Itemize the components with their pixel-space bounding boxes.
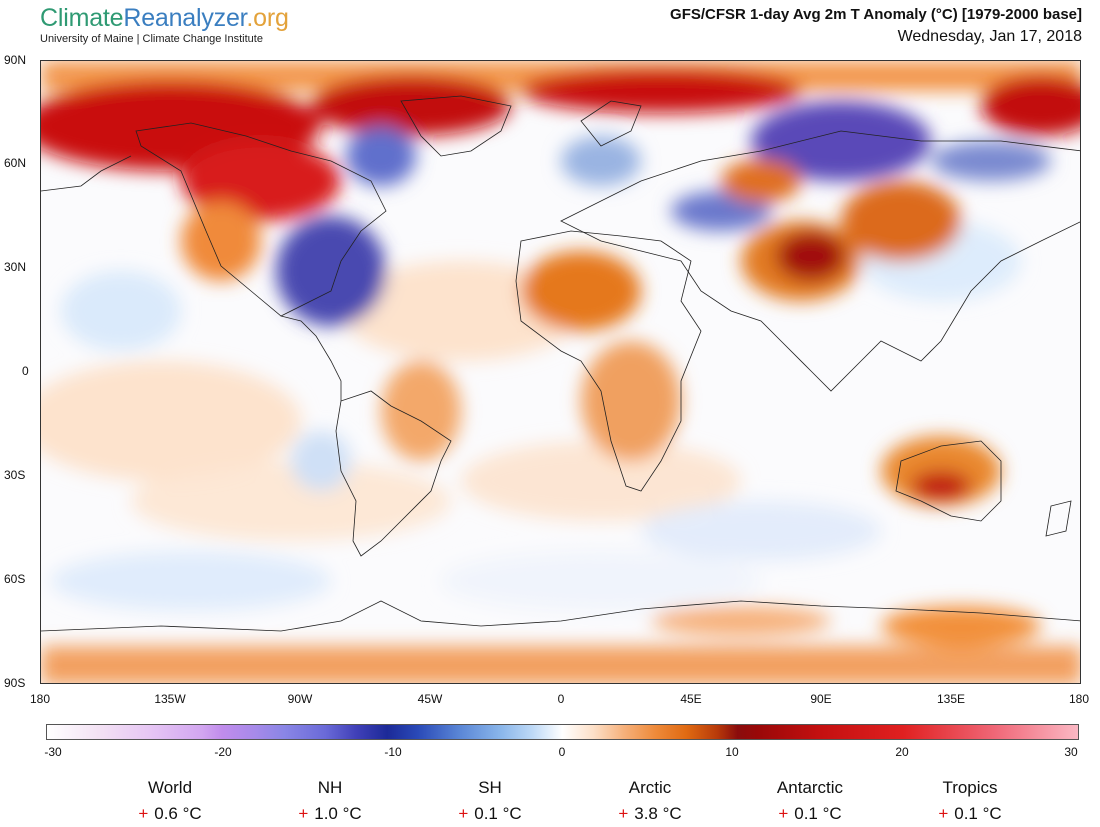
region-anomaly-stats: World +0.6 °C NH +1.0 °C SH +0.1 °C Arct… [90,778,1050,824]
map-title: GFS/CFSR 1-day Avg 2m T Anomaly (°C) [19… [670,6,1082,23]
coastlines [41,95,1080,632]
colorbar-tick-minus10: -10 [384,745,402,759]
colorbar-tick-10: 10 [725,745,739,759]
lat-label-60n: 60N [4,156,27,170]
stat-number-sh: 0.1 °C [474,804,522,823]
anomaly-map [40,60,1081,684]
stat-tropics: Tropics +0.1 °C [890,778,1050,824]
lat-label-90s: 90S [4,676,26,690]
colorbar-tick-20: 20 [895,745,909,759]
stat-name-arctic: Arctic [628,778,672,797]
stat-number-antarctic: 0.1 °C [794,804,842,823]
positive-sign: + [618,804,629,823]
lon-label-180w: 180 [29,692,51,706]
colorbar-tick-minus30: -30 [44,745,62,759]
color-scale-bar [46,724,1079,740]
stat-number-arctic: 3.8 °C [634,804,682,823]
stat-name-sh: SH [478,778,502,797]
brand-reanalyzer: Reanalyzer [123,4,247,32]
lat-label-equator: 0 [22,364,29,378]
map-date: Wednesday, Jan 17, 2018 [897,28,1082,45]
stat-value-sh: +0.1 °C [410,804,570,824]
stat-world: World +0.6 °C [90,778,250,824]
colorbar-tick-minus20: -20 [214,745,232,759]
positive-sign: + [298,804,309,823]
lon-label-90e: 90E [810,692,832,706]
lon-label-45w: 45W [417,692,443,706]
stat-name-world: World [147,778,193,797]
lat-label-60s: 60S [4,572,26,586]
positive-sign: + [778,804,789,823]
stat-value-nh: +1.0 °C [250,804,410,824]
positive-sign: + [938,804,949,823]
stat-name-nh: NH [317,778,343,797]
lat-label-90n: 90N [4,53,27,67]
positive-sign: + [138,804,149,823]
stat-arctic: Arctic +3.8 °C [570,778,730,824]
stat-number-tropics: 0.1 °C [954,804,1002,823]
lon-label-180e: 180 [1068,692,1090,706]
site-logo[interactable]: ClimateReanalyzer.org [40,4,289,33]
lon-label-135e: 135E [936,692,966,706]
stat-sh: SH +0.1 °C [410,778,570,824]
stat-value-arctic: +3.8 °C [570,804,730,824]
anomaly-field [41,61,1080,683]
lon-label-90w: 90W [287,692,313,706]
stat-value-antarctic: +0.1 °C [730,804,890,824]
stat-antarctic: Antarctic +0.1 °C [730,778,890,824]
lat-label-30n: 30N [4,260,27,274]
stat-number-nh: 1.0 °C [314,804,362,823]
stat-number-world: 0.6 °C [154,804,202,823]
stat-name-tropics: Tropics [942,778,998,797]
lon-label-45e: 45E [680,692,702,706]
stat-name-antarctic: Antarctic [776,778,844,797]
lat-label-30s: 30S [4,468,26,482]
anomaly-map-graphic [41,61,1080,683]
colorbar-tick-30: 30 [1064,745,1078,759]
stat-value-world: +0.6 °C [90,804,250,824]
positive-sign: + [458,804,469,823]
brand-climate: Climate [40,4,124,32]
stat-value-tropics: +0.1 °C [890,804,1050,824]
brand-org: .org [246,4,289,32]
lon-label-0: 0 [557,692,565,706]
site-subtitle: University of Maine | Climate Change Ins… [40,33,263,45]
lon-label-135w: 135W [154,692,186,706]
colorbar-tick-0: 0 [558,745,566,759]
stat-nh: NH +1.0 °C [250,778,410,824]
